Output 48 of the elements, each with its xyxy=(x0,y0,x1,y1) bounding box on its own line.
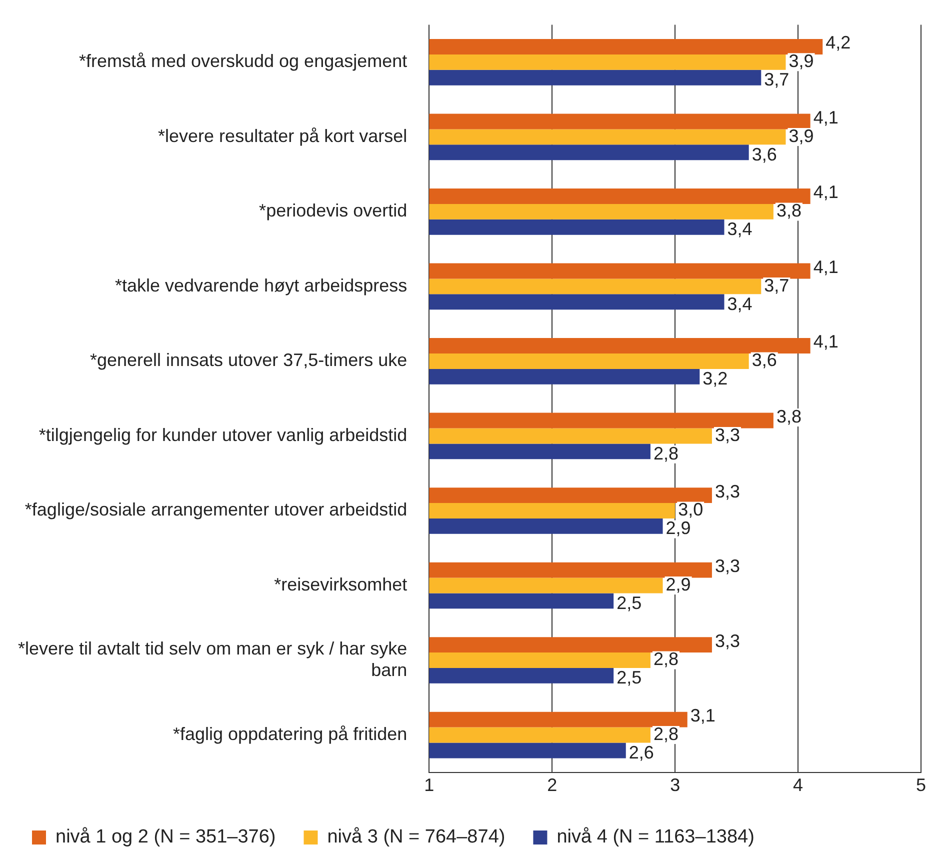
y-tick-label: *takle vedvarende høyt arbeidspress xyxy=(114,275,408,296)
data-label: 3,8 xyxy=(776,200,802,221)
y-tick-label: *tilgjengelig for kunder utover vanlig arbeidstid xyxy=(38,424,408,445)
data-label: 3,7 xyxy=(764,275,790,296)
data-label: 4,1 xyxy=(813,107,838,128)
data-label: 4,1 xyxy=(813,256,838,277)
data-label: 3,4 xyxy=(727,294,752,314)
data-label: 3,3 xyxy=(714,481,740,502)
data-label: 2,8 xyxy=(653,443,679,464)
data-label: 3,6 xyxy=(752,144,777,164)
data-label: 3,7 xyxy=(764,70,790,90)
data-label: 3,2 xyxy=(702,368,728,389)
data-label: 4,1 xyxy=(813,332,838,352)
data-label: 2,5 xyxy=(616,668,642,688)
data-label: 3,9 xyxy=(788,126,814,146)
y-tick-label: *generell innsats utover 37,5-timers uke xyxy=(90,350,408,370)
y-tick-label: *periodevis overtid xyxy=(259,200,408,221)
legend-label: nivå 4 (N = 1163–1384) xyxy=(556,826,754,848)
data-label: 3,9 xyxy=(788,51,814,72)
data-label: 4,1 xyxy=(813,182,838,202)
data-label: 3,0 xyxy=(678,500,704,520)
x-tick-label: 4 xyxy=(793,775,804,796)
legend-label: nivå 3 (N = 764–874) xyxy=(327,826,506,848)
data-label: 2,9 xyxy=(666,518,691,538)
y-tick-label: *reisevirksomhet xyxy=(274,574,408,594)
data-label: 3,3 xyxy=(714,630,740,651)
data-label: 3,3 xyxy=(714,424,740,445)
x-tick-label: 5 xyxy=(916,775,926,796)
data-label: 3,3 xyxy=(714,556,740,576)
data-label: 3,4 xyxy=(727,219,752,240)
data-label: 3,1 xyxy=(690,706,716,726)
y-tick-label: *levere resultater på kort varsel xyxy=(158,126,408,146)
y-tick-label: *faglige/sosiale arrangementer utover arbeidstid xyxy=(24,500,408,520)
legend-label: nivå 1 og 2 (N = 351–376) xyxy=(56,826,276,848)
y-tick-label: *faglig oppdatering på fritiden xyxy=(172,724,408,744)
y-tick-label: *levere til avtalt tid selv om man er syk / har syke barn xyxy=(18,638,408,680)
data-label: 2,5 xyxy=(616,592,642,613)
x-tick-label: 1 xyxy=(424,775,434,796)
data-label: 4,2 xyxy=(826,32,851,53)
data-label: 2,8 xyxy=(653,649,679,670)
data-label: 2,6 xyxy=(628,742,654,762)
data-label: 3,8 xyxy=(776,406,802,426)
data-label: 2,8 xyxy=(653,724,679,744)
x-tick-label: 3 xyxy=(670,775,680,796)
y-tick-label: *fremstå med overskudd og engasjement xyxy=(78,51,408,72)
x-tick-label: 2 xyxy=(547,775,558,796)
data-label: 3,6 xyxy=(752,350,777,370)
data-label: 2,9 xyxy=(666,574,691,594)
